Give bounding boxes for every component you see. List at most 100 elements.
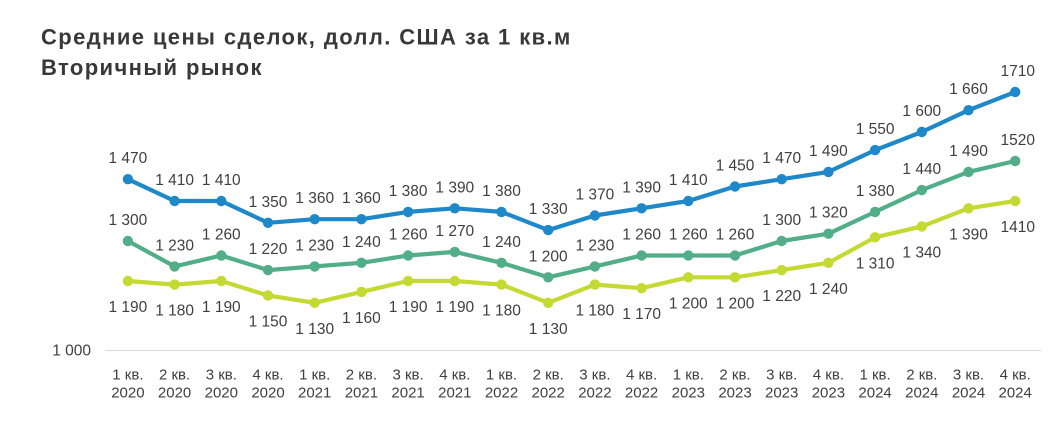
svg-text:2022: 2022 <box>532 384 565 401</box>
svg-text:3 кв.: 3 кв. <box>392 366 423 383</box>
svg-text:1 240: 1 240 <box>342 234 381 251</box>
svg-text:1 470: 1 470 <box>762 150 801 167</box>
svg-text:1 220: 1 220 <box>249 241 288 258</box>
svg-text:2024: 2024 <box>999 384 1032 401</box>
svg-text:1 180: 1 180 <box>482 303 521 320</box>
svg-text:1 кв.: 1 кв. <box>112 366 143 383</box>
svg-text:1 270: 1 270 <box>435 223 474 240</box>
svg-text:2021: 2021 <box>391 384 424 401</box>
svg-text:2 кв.: 2 кв. <box>159 366 190 383</box>
svg-text:1 550: 1 550 <box>856 121 895 138</box>
svg-text:4 кв.: 4 кв. <box>813 366 844 383</box>
svg-text:2024: 2024 <box>858 384 891 401</box>
svg-text:2021: 2021 <box>345 384 378 401</box>
svg-text:1 410: 1 410 <box>155 172 194 189</box>
svg-text:1 390: 1 390 <box>949 226 988 243</box>
svg-text:2020: 2020 <box>205 384 238 401</box>
svg-text:2022: 2022 <box>625 384 658 401</box>
svg-text:1 450: 1 450 <box>716 158 755 175</box>
svg-text:2 кв.: 2 кв. <box>719 366 750 383</box>
svg-text:3 кв.: 3 кв. <box>766 366 797 383</box>
svg-text:2 кв.: 2 кв. <box>533 366 564 383</box>
svg-text:2 кв.: 2 кв. <box>906 366 937 383</box>
svg-text:2024: 2024 <box>952 384 985 401</box>
svg-text:1 230: 1 230 <box>155 237 194 254</box>
svg-text:1 220: 1 220 <box>762 288 801 305</box>
svg-text:2021: 2021 <box>298 384 331 401</box>
svg-text:2024: 2024 <box>905 384 938 401</box>
svg-text:1 410: 1 410 <box>202 172 241 189</box>
svg-text:1 340: 1 340 <box>902 244 941 261</box>
svg-text:1 390: 1 390 <box>622 179 661 196</box>
svg-text:1410: 1410 <box>1001 219 1036 236</box>
svg-text:1710: 1710 <box>1001 63 1036 80</box>
svg-text:Средние цены сделок, долл. США: Средние цены сделок, долл. США за 1 кв.м <box>41 25 572 50</box>
svg-text:1 380: 1 380 <box>856 183 895 200</box>
svg-text:1 000: 1 000 <box>52 342 91 359</box>
svg-text:1 350: 1 350 <box>249 194 288 211</box>
svg-text:3 кв.: 3 кв. <box>579 366 610 383</box>
svg-text:1 230: 1 230 <box>576 237 615 254</box>
svg-text:1 кв.: 1 кв. <box>486 366 517 383</box>
svg-text:1 260: 1 260 <box>622 227 661 244</box>
svg-text:1 320: 1 320 <box>809 205 848 222</box>
svg-text:3 кв.: 3 кв. <box>953 366 984 383</box>
svg-text:1 310: 1 310 <box>856 255 895 272</box>
svg-text:1 160: 1 160 <box>342 310 381 327</box>
svg-text:2023: 2023 <box>718 384 751 401</box>
svg-text:2023: 2023 <box>765 384 798 401</box>
svg-text:1 кв.: 1 кв. <box>299 366 330 383</box>
svg-text:1 230: 1 230 <box>295 237 334 254</box>
svg-text:1 260: 1 260 <box>202 227 241 244</box>
svg-text:1 600: 1 600 <box>902 103 941 120</box>
svg-text:4 кв.: 4 кв. <box>439 366 470 383</box>
svg-text:1 240: 1 240 <box>809 281 848 298</box>
svg-text:1 360: 1 360 <box>295 190 334 207</box>
svg-text:1 170: 1 170 <box>622 306 661 323</box>
svg-text:1 660: 1 660 <box>949 81 988 98</box>
svg-text:1 360: 1 360 <box>342 190 381 207</box>
svg-text:2020: 2020 <box>158 384 191 401</box>
svg-text:2022: 2022 <box>578 384 611 401</box>
svg-text:2023: 2023 <box>812 384 845 401</box>
svg-text:1 130: 1 130 <box>529 321 568 338</box>
svg-text:1 200: 1 200 <box>669 295 708 312</box>
svg-text:1 180: 1 180 <box>576 303 615 320</box>
svg-text:1 190: 1 190 <box>435 299 474 316</box>
svg-text:2022: 2022 <box>485 384 518 401</box>
svg-text:2 кв.: 2 кв. <box>346 366 377 383</box>
svg-text:1 180: 1 180 <box>155 303 194 320</box>
svg-text:1 190: 1 190 <box>389 299 428 316</box>
svg-text:1 200: 1 200 <box>716 295 755 312</box>
svg-text:4 кв.: 4 кв. <box>1000 366 1031 383</box>
svg-text:1 380: 1 380 <box>482 183 521 200</box>
svg-text:2020: 2020 <box>111 384 144 401</box>
svg-text:1 260: 1 260 <box>669 227 708 244</box>
svg-text:1 260: 1 260 <box>716 227 755 244</box>
svg-text:2020: 2020 <box>251 384 284 401</box>
svg-text:3 кв.: 3 кв. <box>206 366 237 383</box>
svg-text:1 370: 1 370 <box>576 187 615 204</box>
svg-text:1 190: 1 190 <box>109 299 148 316</box>
svg-text:1 130: 1 130 <box>295 321 334 338</box>
svg-text:1 150: 1 150 <box>249 314 288 331</box>
svg-text:1 кв.: 1 кв. <box>859 366 890 383</box>
svg-text:1 470: 1 470 <box>109 150 148 167</box>
svg-text:1 490: 1 490 <box>949 143 988 160</box>
svg-text:1 440: 1 440 <box>902 161 941 178</box>
svg-text:1 490: 1 490 <box>809 143 848 160</box>
svg-text:1 190: 1 190 <box>202 299 241 316</box>
svg-text:4 кв.: 4 кв. <box>252 366 283 383</box>
svg-text:Вторичный рынок: Вторичный рынок <box>41 55 263 80</box>
svg-text:1 200: 1 200 <box>529 248 568 265</box>
svg-text:1 300: 1 300 <box>762 212 801 229</box>
svg-text:1 кв.: 1 кв. <box>673 366 704 383</box>
svg-text:1 390: 1 390 <box>435 179 474 196</box>
svg-text:1 380: 1 380 <box>389 183 428 200</box>
svg-text:1 410: 1 410 <box>669 172 708 189</box>
svg-text:1520: 1520 <box>1001 132 1036 149</box>
svg-text:1 300: 1 300 <box>109 212 148 229</box>
svg-text:2021: 2021 <box>438 384 471 401</box>
svg-text:1 330: 1 330 <box>529 201 568 218</box>
svg-text:2023: 2023 <box>672 384 705 401</box>
